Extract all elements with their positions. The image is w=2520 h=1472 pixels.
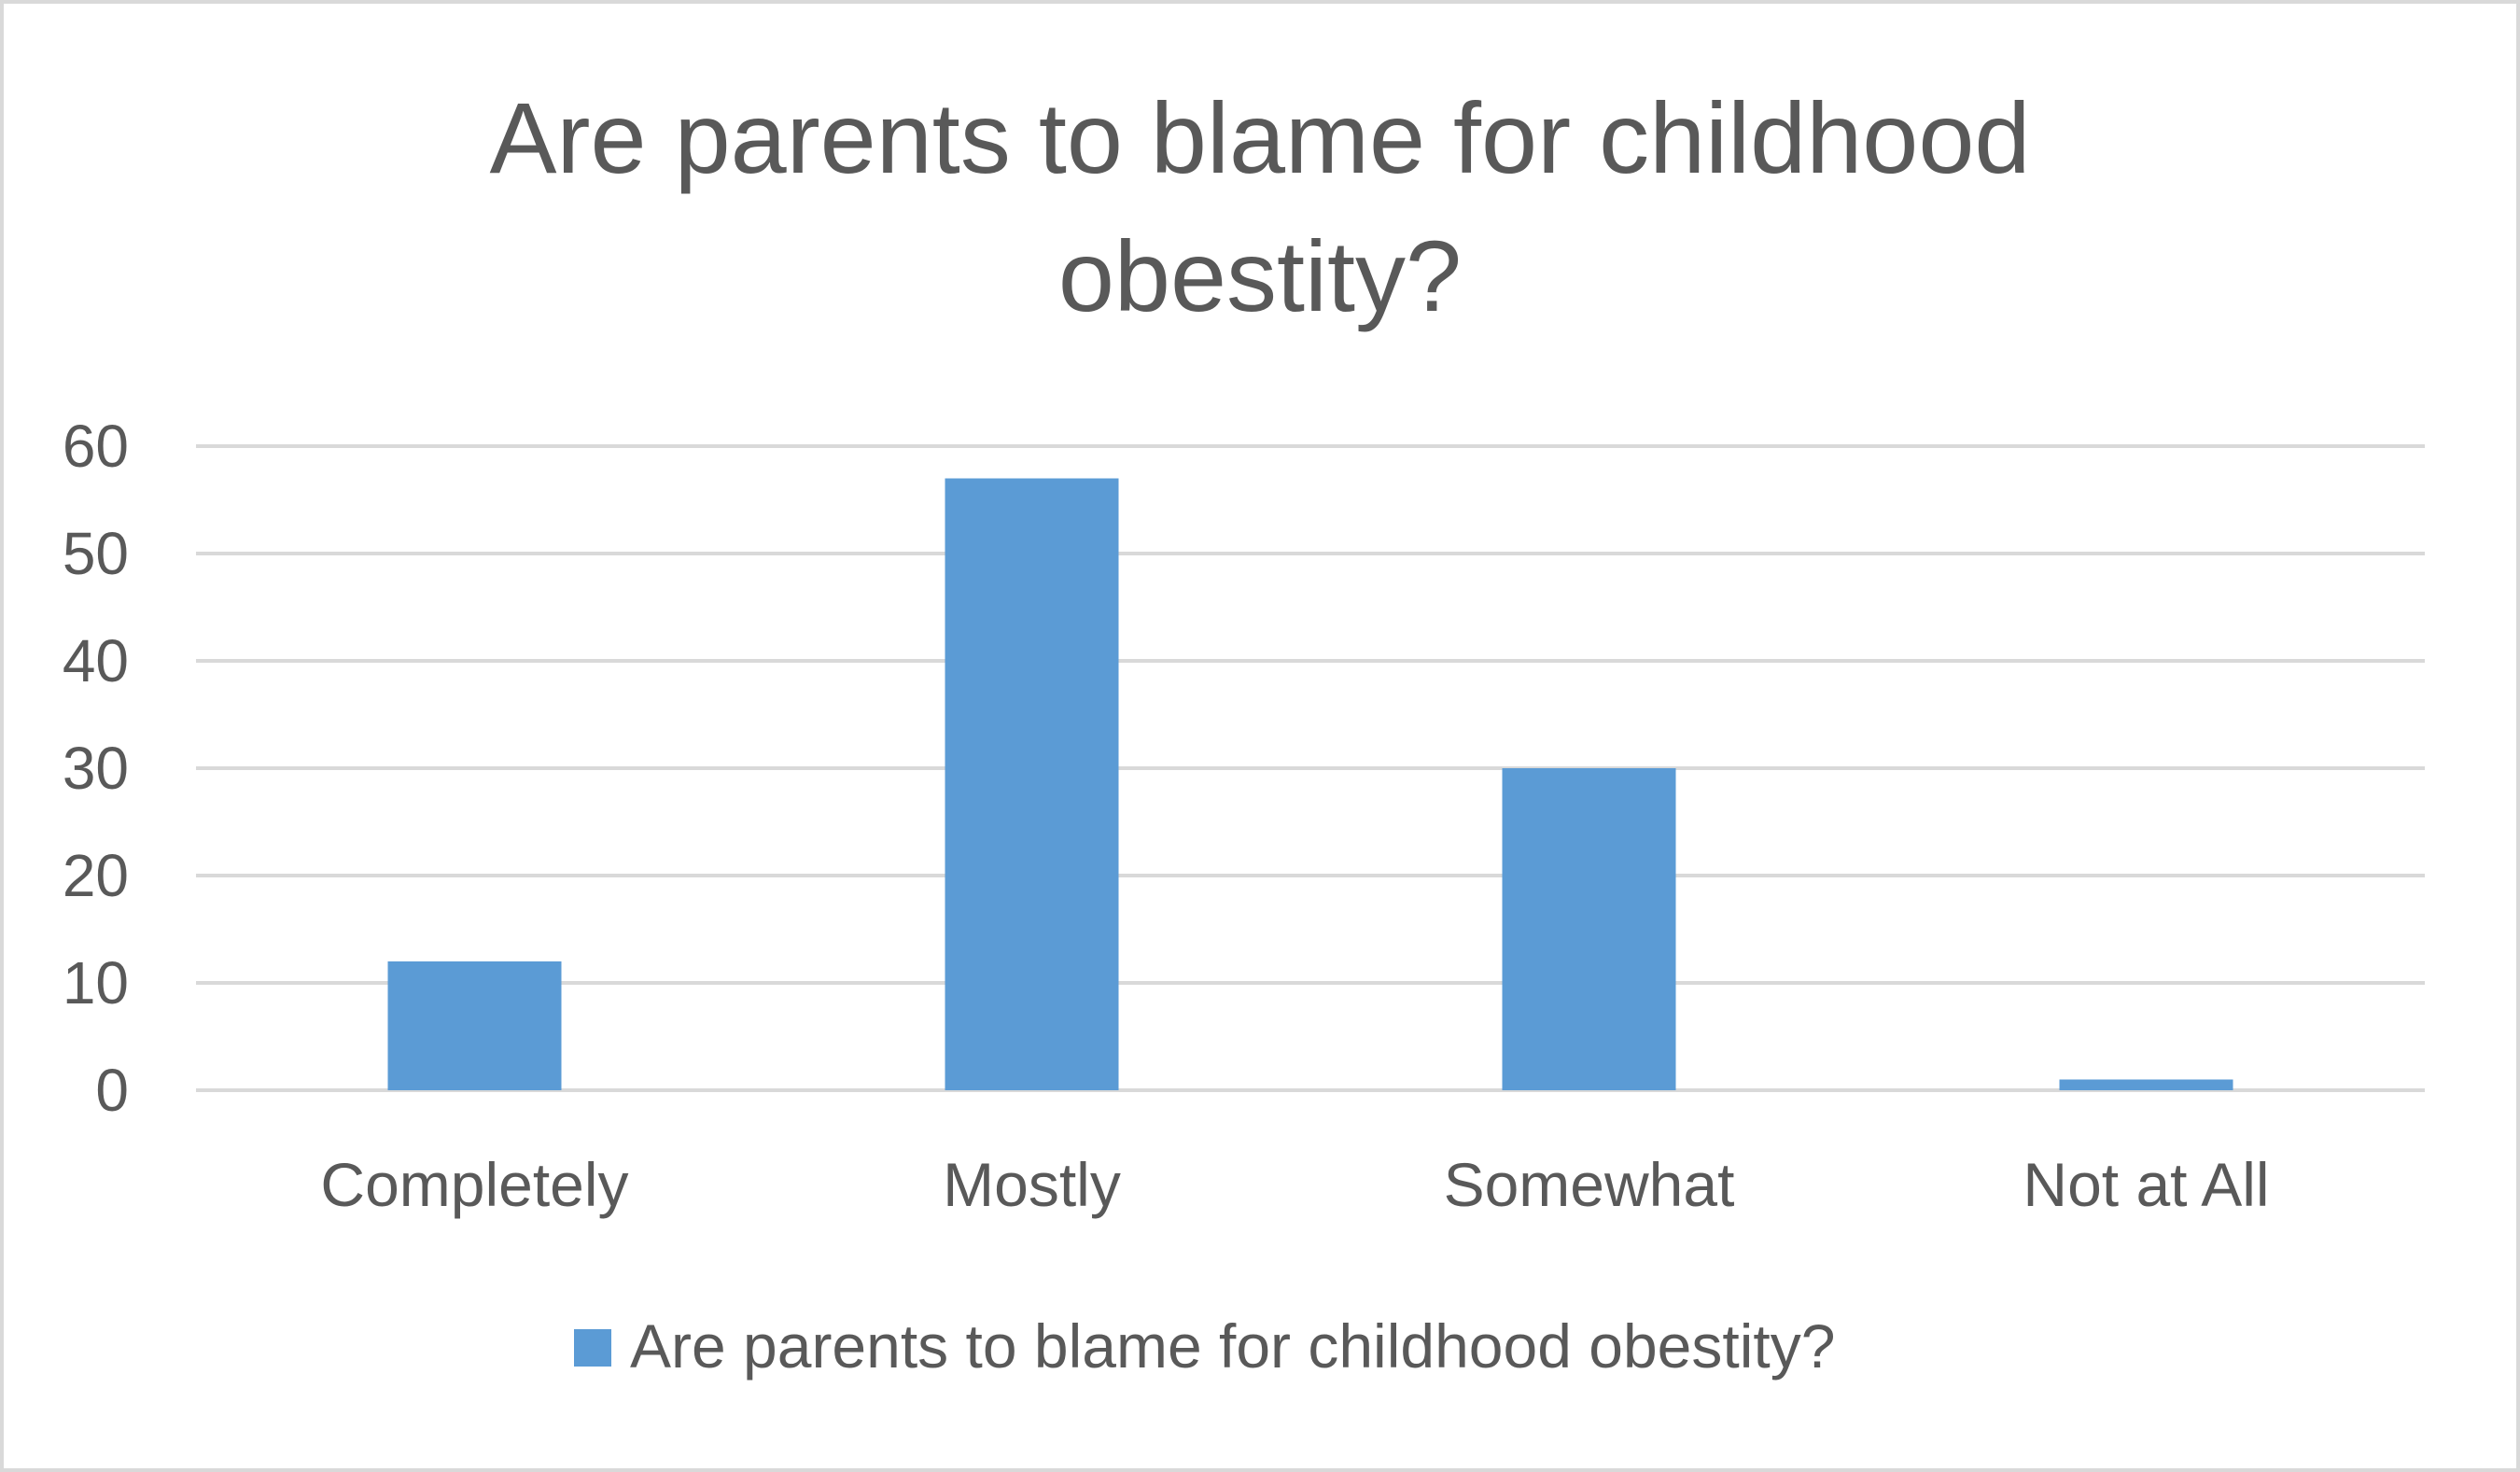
legend-swatch	[574, 1329, 611, 1367]
bar-mostly	[945, 478, 1119, 1090]
x-category-label: Mostly	[943, 1150, 1121, 1219]
x-category-label: Not at All	[2023, 1150, 2269, 1219]
legend-label: Are parents to blame for childhood obest…	[630, 1311, 1835, 1381]
x-category-label: Somewhat	[1444, 1150, 1735, 1219]
y-tick-label: 0	[95, 1057, 129, 1124]
y-tick-label: 50	[63, 520, 129, 587]
x-axis-categories: Completely Mostly Somewhat Not at All	[320, 1150, 2269, 1219]
y-tick-label: 30	[63, 735, 129, 802]
y-axis-ticks: 0 10 20 30 40 50 60	[63, 413, 129, 1124]
chart-title-line-2: obestity?	[1058, 219, 1462, 332]
chart-title-line-1: Are parents to blame for childhood	[490, 81, 2031, 194]
legend: Are parents to blame for childhood obest…	[574, 1311, 1835, 1381]
x-category-label: Completely	[320, 1150, 628, 1219]
bar-somewhat	[1502, 768, 1676, 1090]
bars	[387, 478, 2233, 1090]
y-tick-label: 10	[63, 949, 129, 1016]
gridlines	[196, 444, 2425, 1092]
bar-not-at-all	[2059, 1079, 2233, 1090]
y-tick-label: 60	[63, 413, 129, 480]
bar-completely	[387, 961, 562, 1090]
y-tick-label: 20	[63, 842, 129, 909]
y-tick-label: 40	[63, 627, 129, 694]
